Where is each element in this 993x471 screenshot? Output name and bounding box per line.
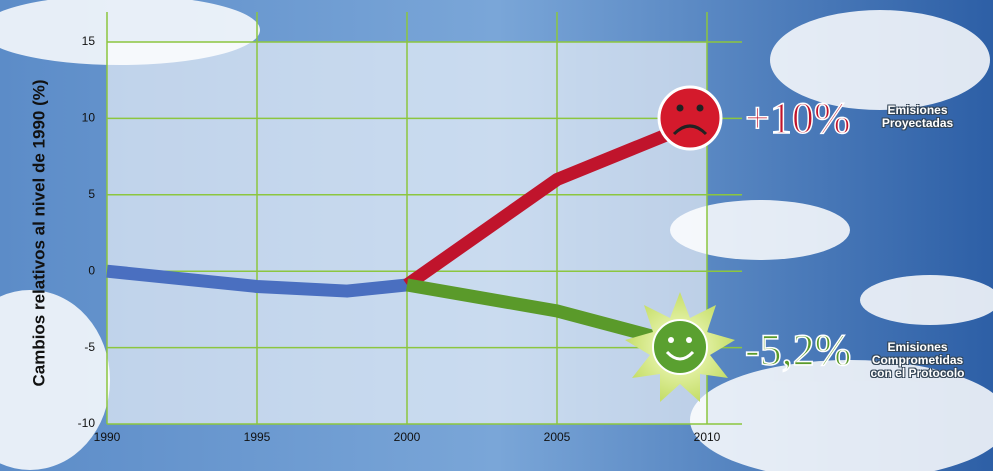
series-name: Emisiones Comprometidas con el Protocolo xyxy=(860,341,975,380)
x-tick-label: 2010 xyxy=(694,430,721,444)
value-label: +10% xyxy=(745,93,850,142)
x-tick-label: 2005 xyxy=(544,430,571,444)
y-axis-label: Cambios relativos al nivel de 1990 (%) xyxy=(29,79,48,386)
y-tick-label: -10 xyxy=(78,416,96,430)
value-label: -5,2% xyxy=(745,326,851,375)
y-tick-label: 10 xyxy=(82,111,96,125)
x-tick-label: 1995 xyxy=(244,430,271,444)
x-tick-label: 2000 xyxy=(394,430,421,444)
sad-face xyxy=(659,87,721,149)
y-tick-label: 5 xyxy=(88,187,95,201)
y-tick-label: -5 xyxy=(84,340,95,354)
x-tick-label: 1990 xyxy=(94,430,121,444)
chart: Cambios relativos al nivel de 1990 (%) -… xyxy=(0,0,993,471)
y-tick-label: 0 xyxy=(88,263,95,277)
y-tick-label: 15 xyxy=(82,34,96,48)
page: Cambios relativos al nivel de 1990 (%) -… xyxy=(0,0,993,471)
series-name: Emisiones Proyectadas xyxy=(860,104,975,130)
